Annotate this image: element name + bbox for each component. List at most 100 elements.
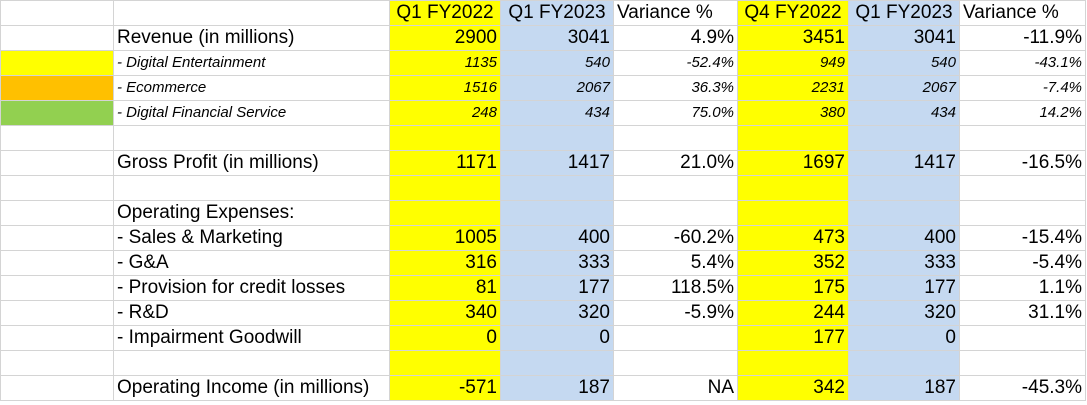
value-cell[interactable]: 434 [500,100,614,126]
value-cell[interactable]: -52.4% [613,50,738,76]
header-q4-fy2022[interactable]: Q4 FY2022 [737,0,849,26]
value-cell[interactable]: 333 [500,250,614,276]
value-cell[interactable] [959,350,1086,376]
value-cell[interactable]: 187 [848,375,960,401]
value-cell[interactable]: 380 [737,100,849,126]
value-cell[interactable] [613,200,738,226]
row-label[interactable]: - Ecommerce [113,75,390,101]
value-cell[interactable]: 1005 [389,225,501,251]
cell-blank[interactable] [0,0,114,26]
value-cell[interactable]: 1.1% [959,275,1086,301]
value-cell[interactable] [613,325,738,351]
cell-blank[interactable] [0,125,114,151]
value-cell[interactable]: 320 [500,300,614,326]
value-cell[interactable]: 3041 [500,25,614,51]
row-label[interactable]: - R&D [113,300,390,326]
value-cell[interactable] [500,350,614,376]
cell-blank[interactable] [0,300,114,326]
value-cell[interactable] [389,125,501,151]
value-cell[interactable]: -11.9% [959,25,1086,51]
value-cell[interactable] [500,200,614,226]
value-cell[interactable] [848,125,960,151]
value-cell[interactable] [848,175,960,201]
value-cell[interactable] [613,125,738,151]
row-label[interactable]: Gross Profit (in millions) [113,150,390,176]
value-cell[interactable]: 1135 [389,50,501,76]
header-q1-fy2023[interactable]: Q1 FY2023 [848,0,960,26]
cell-blank[interactable] [0,150,114,176]
row-label[interactable] [113,125,390,151]
cell-blank[interactable] [0,175,114,201]
value-cell[interactable] [959,175,1086,201]
value-cell[interactable] [500,125,614,151]
header-q1-fy2023[interactable]: Q1 FY2023 [500,0,614,26]
row-label[interactable]: - Impairment Goodwill [113,325,390,351]
value-cell[interactable]: 316 [389,250,501,276]
value-cell[interactable]: -60.2% [613,225,738,251]
value-cell[interactable]: 175 [737,275,849,301]
color-swatch-orange[interactable] [0,75,114,101]
value-cell[interactable] [389,200,501,226]
value-cell[interactable]: 248 [389,100,501,126]
cell-blank[interactable] [113,0,390,26]
row-label[interactable] [113,175,390,201]
row-label[interactable]: - Sales & Marketing [113,225,390,251]
color-swatch-green[interactable] [0,100,114,126]
value-cell[interactable]: 1417 [848,150,960,176]
value-cell[interactable]: -571 [389,375,501,401]
value-cell[interactable]: 340 [389,300,501,326]
value-cell[interactable]: 187 [500,375,614,401]
value-cell[interactable]: 0 [500,325,614,351]
value-cell[interactable]: 1171 [389,150,501,176]
value-cell[interactable]: -7.4% [959,75,1086,101]
value-cell[interactable] [737,350,849,376]
value-cell[interactable]: 2067 [500,75,614,101]
value-cell[interactable]: 0 [389,325,501,351]
value-cell[interactable]: 2067 [848,75,960,101]
header-variance[interactable]: Variance % [959,0,1086,26]
value-cell[interactable]: 0 [848,325,960,351]
value-cell[interactable]: 2900 [389,25,501,51]
value-cell[interactable]: -45.3% [959,375,1086,401]
value-cell[interactable]: -43.1% [959,50,1086,76]
value-cell[interactable]: 352 [737,250,849,276]
value-cell[interactable] [500,175,614,201]
value-cell[interactable]: 540 [500,50,614,76]
cell-blank[interactable] [0,200,114,226]
cell-blank[interactable] [0,275,114,301]
value-cell[interactable]: 333 [848,250,960,276]
value-cell[interactable]: 1516 [389,75,501,101]
cell-blank[interactable] [0,350,114,376]
row-label[interactable]: Operating Income (in millions) [113,375,390,401]
value-cell[interactable]: 36.3% [613,75,738,101]
value-cell[interactable]: 31.1% [959,300,1086,326]
row-label[interactable] [113,350,390,376]
value-cell[interactable]: 434 [848,100,960,126]
cell-blank[interactable] [0,325,114,351]
value-cell[interactable] [959,125,1086,151]
row-label[interactable]: - Provision for credit losses [113,275,390,301]
value-cell[interactable]: 3451 [737,25,849,51]
row-label[interactable]: - G&A [113,250,390,276]
value-cell[interactable]: 75.0% [613,100,738,126]
value-cell[interactable] [389,350,501,376]
value-cell[interactable] [959,200,1086,226]
value-cell[interactable]: 400 [848,225,960,251]
value-cell[interactable] [848,350,960,376]
row-label[interactable]: Operating Expenses: [113,200,390,226]
value-cell[interactable]: 320 [848,300,960,326]
header-q1-fy2022[interactable]: Q1 FY2022 [389,0,501,26]
value-cell[interactable]: -15.4% [959,225,1086,251]
cell-blank[interactable] [0,25,114,51]
value-cell[interactable]: 5.4% [613,250,738,276]
value-cell[interactable]: 4.9% [613,25,738,51]
value-cell[interactable]: 14.2% [959,100,1086,126]
value-cell[interactable]: -5.9% [613,300,738,326]
cell-blank[interactable] [0,250,114,276]
value-cell[interactable]: -16.5% [959,150,1086,176]
value-cell[interactable]: 177 [737,325,849,351]
value-cell[interactable]: 21.0% [613,150,738,176]
color-swatch-yellow[interactable] [0,50,114,76]
value-cell[interactable]: 1417 [500,150,614,176]
value-cell[interactable] [613,175,738,201]
